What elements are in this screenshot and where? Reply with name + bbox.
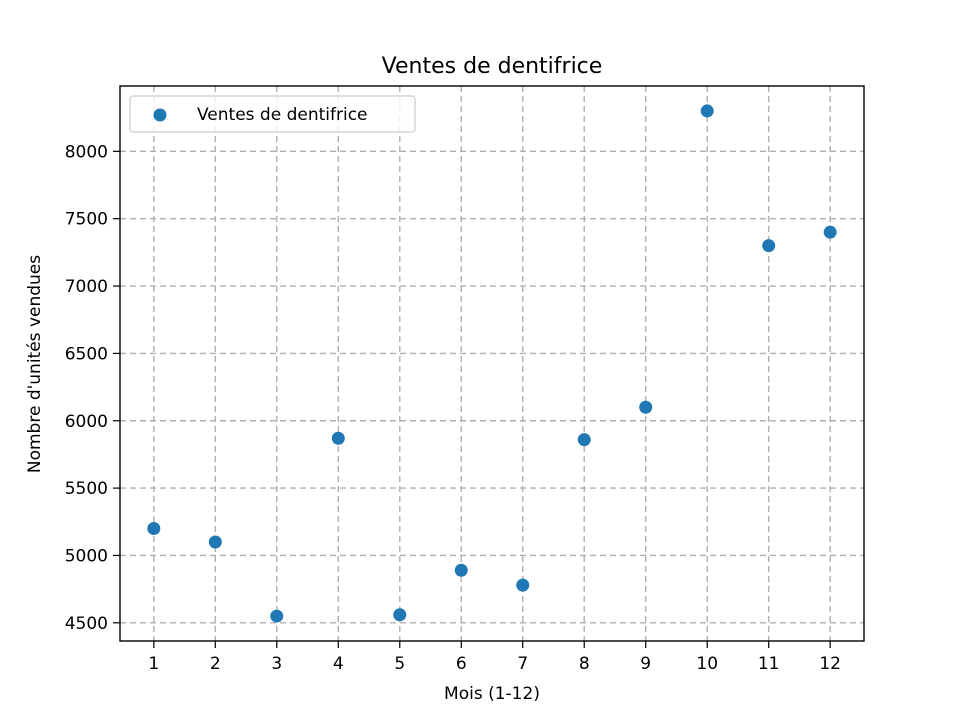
grid-lines: [120, 86, 864, 641]
y-tick-label: 6500: [65, 344, 108, 364]
data-points: [147, 104, 837, 623]
x-tick-label: 4: [333, 654, 344, 674]
y-tick-label: 7500: [65, 210, 108, 230]
x-tick-label: 10: [696, 654, 718, 674]
y-tick-label: 5000: [65, 546, 108, 566]
data-point: [700, 104, 714, 118]
x-tick-label: 6: [456, 654, 467, 674]
x-tick-label: 8: [579, 654, 590, 674]
x-tick-label: 5: [394, 654, 405, 674]
data-point: [762, 239, 776, 253]
data-point: [639, 400, 653, 414]
data-point: [823, 225, 837, 239]
x-tick-label: 7: [517, 654, 528, 674]
chart-title: Ventes de dentifrice: [382, 54, 603, 79]
data-point: [454, 563, 468, 577]
x-tick-label: 1: [148, 654, 159, 674]
legend: Ventes de dentifrice: [129, 95, 416, 133]
x-tick-label: 12: [819, 654, 841, 674]
x-tick-label: 2: [210, 654, 221, 674]
y-tick-label: 8000: [65, 142, 108, 162]
x-axis-ticks: 1 2 3 4 5 6 7 8 9 10 11 12: [148, 641, 841, 674]
y-tick-label: 4500: [65, 614, 108, 634]
x-tick-label: 11: [758, 654, 780, 674]
x-axis-label: Mois (1-12): [444, 684, 540, 704]
plot-frame: [119, 85, 865, 642]
data-point: [147, 522, 161, 536]
data-point: [270, 609, 284, 623]
data-point: [577, 433, 591, 447]
data-point: [331, 431, 345, 445]
legend-box: [129, 95, 416, 133]
legend-label: Ventes de dentifrice: [197, 105, 368, 125]
data-point: [208, 535, 222, 549]
y-tick-label: 6000: [65, 412, 108, 432]
legend-marker: [153, 108, 167, 122]
x-tick-label: 9: [640, 654, 651, 674]
y-tick-label: 7000: [65, 277, 108, 297]
data-point: [516, 578, 530, 592]
y-tick-label: 5500: [65, 479, 108, 499]
data-point: [393, 608, 407, 622]
x-tick-label: 3: [271, 654, 282, 674]
y-axis-label: Nombre d'unités vendues: [25, 255, 45, 473]
y-axis-ticks: 4500 5000 5500 6000 6500 7000 7500 8000: [65, 142, 120, 634]
